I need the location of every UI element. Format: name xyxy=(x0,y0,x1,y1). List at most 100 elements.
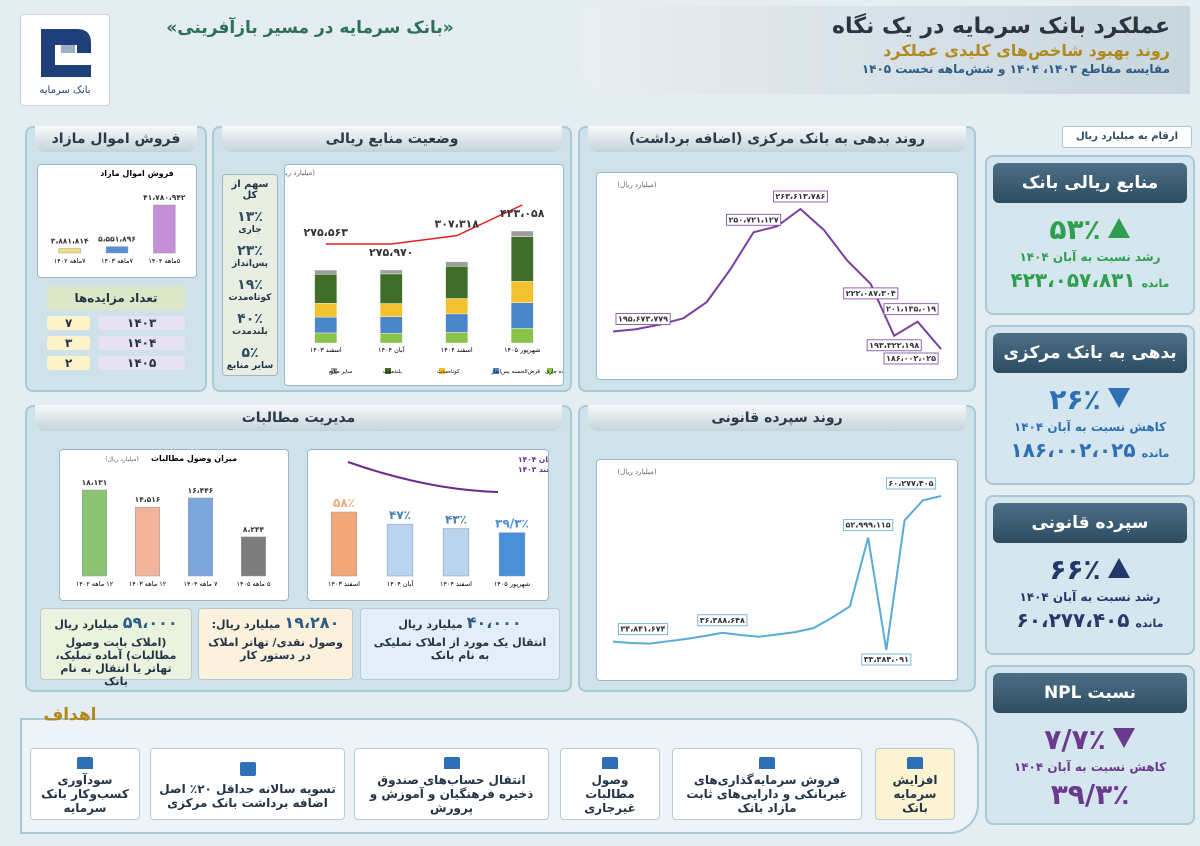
legend-swatch xyxy=(493,368,499,374)
legend-label: سایر منابع xyxy=(329,369,353,375)
label-box xyxy=(773,190,828,203)
info-amount-row: ۱۹،۲۸۰میلیارد ریال: xyxy=(205,613,346,632)
deposit-panel: روند سپرده قانونی (میلیارد ریال) ۳۴،۸۴۱،۶… xyxy=(578,405,976,692)
goal-text: افزایش سرمایه بانک xyxy=(892,773,938,815)
x-tick-label: ۵ماهه ۱۴۰۴ xyxy=(148,257,180,265)
panel-title: وضعیت منابع ریالی xyxy=(222,126,562,152)
kpi-change-row: ۲۶٪ xyxy=(987,383,1193,416)
chart-unit: (میلیارد ریال) xyxy=(105,456,139,463)
goal-icon-shape xyxy=(239,762,256,776)
share-name: کوتاه‌مدت xyxy=(228,293,272,303)
x-tick-label: شهریور ۱۴۰۵ xyxy=(504,346,540,354)
bar-segment xyxy=(445,298,469,315)
bar xyxy=(135,506,160,577)
chart-frame: (میلیارد ریال) ۱۹۵،۶۷۳،۷۷۹ ۲۵۰،۷۲۱،۱۲۷ ۲۶۳،… xyxy=(596,172,958,380)
x-tick-label: ۷ ماهه ۱۴۰۴ xyxy=(184,580,218,588)
label-box xyxy=(615,313,671,325)
logo-mark xyxy=(41,29,91,77)
goal-item: سودآوری کسب‌وکار بانک سرمایه xyxy=(30,748,140,820)
info-text: وصول نقدی/ تهاتر املاک در دستور کار xyxy=(208,636,343,662)
value-label: ۵۸٪ xyxy=(333,496,355,510)
goal-text: سودآوری کسب‌وکار بانک سرمایه xyxy=(41,773,129,815)
chart: (میلیارد ریال) ۱۹۵،۶۷۳،۷۷۹ ۲۵۰،۷۲۱،۱۲۷ ۲۶۳،… xyxy=(612,181,942,365)
x-tick-label: ۱۲ ماهه ۱۴۰۳ xyxy=(129,580,167,588)
bar xyxy=(498,532,526,577)
share-item: ۴۰٪ بلندمدت xyxy=(223,311,277,337)
label-box xyxy=(618,623,669,636)
info-amount: ۴۰،۰۰۰ xyxy=(466,613,522,632)
bar-segment xyxy=(314,303,338,318)
header-title: عملکرد بانک سرمایه در یک نگاه xyxy=(832,14,1170,39)
kpi-arrow-wrap xyxy=(1107,553,1131,586)
x-tick-label: شهریور ۱۴۰۵ xyxy=(494,580,530,588)
value-label: ۲۵۰،۷۲۱،۱۲۷ xyxy=(729,215,779,224)
goal-item: تسویه سالانه حداقل ۲۰٪ اصل اضافه برداشت … xyxy=(150,748,345,820)
table-cell: ۱۴۰۴ xyxy=(98,336,185,350)
legend-swatch xyxy=(439,368,445,374)
goal-text: وصول مطالبات غیرجاری xyxy=(584,773,636,815)
info-amount-row: ۵۹،۰۰۰میلیارد ریال xyxy=(47,613,185,632)
goal-icon-shape xyxy=(759,757,775,769)
line xyxy=(612,495,942,651)
value-label: ۴۷٪ xyxy=(389,508,411,522)
logo-text: بانک سرمایه xyxy=(39,85,91,96)
info-text: انتقال یک مورد از املاک تملیکی به نام با… xyxy=(373,636,547,662)
info-box: ۱۹،۲۸۰میلیارد ریال: وصول نقدی/ تهاتر املا… xyxy=(198,608,353,680)
kpi-arrow xyxy=(1107,388,1130,408)
header-subtitle: روند بهبود شاخص‌های کلیدی عملکرد xyxy=(883,41,1170,60)
value-label: ۳۴،۸۴۱،۶۷۴ xyxy=(620,625,665,634)
x-tick-label: اسفند ۱۴۰۳ xyxy=(310,346,342,354)
kpi-arrow-wrap xyxy=(1107,213,1131,246)
table-cell: ۲ xyxy=(47,356,91,370)
chart-frame: ۷/۷٪ کاهش نسبت به آبان ۱۴۰۴۱۸/۷٪ کاهش نس… xyxy=(307,449,645,601)
kpi-arrow xyxy=(1112,728,1135,748)
kpi-change-row: ۶۶٪ xyxy=(987,553,1193,586)
kpi-arrow xyxy=(1107,558,1130,578)
table-row: ۱۴۰۳ ۷ xyxy=(47,316,185,330)
bar xyxy=(442,528,470,577)
x-tick-label: ۷ماهه ۱۴۰۲ xyxy=(54,257,86,265)
kpi-balance: ۳۹/۳٪ xyxy=(1050,778,1130,811)
goal-icon xyxy=(443,757,460,769)
label-box xyxy=(886,477,937,490)
value-label: ۸،۲۴۴ xyxy=(243,525,265,534)
info-unit: میلیارد ریال: xyxy=(211,618,281,631)
label-box xyxy=(726,213,782,226)
chart: (میلیارد ریال) ۲۷۵،۵۶۳ اسفند ۱۴۰۳ ۲۷۵،۹۷۰ آب… xyxy=(276,169,574,375)
kpi-change-text: رشد نسبت به آبان ۱۴۰۴ xyxy=(1019,590,1161,604)
total-label: ۴۲۳،۰۵۸ xyxy=(500,207,545,220)
value-label: ۲۲۲،۰۸۷،۳۰۴ xyxy=(846,289,896,298)
bar-segment xyxy=(314,332,338,344)
table-row: ۱۴۰۴ ۳ xyxy=(47,336,185,350)
bar-segment xyxy=(510,230,534,237)
line xyxy=(612,207,942,350)
value-label: ۴۳٪ xyxy=(445,513,467,527)
chart: فروش اموال مازاد ۳،۸۸۱،۸۱۴ ۷ماهه ۱۴۰۲ ۵،۵۵۱… xyxy=(51,169,186,265)
bar xyxy=(105,246,129,254)
kpi-balance-label: مانده xyxy=(1141,447,1170,460)
share-value: ۱۹٪ xyxy=(237,277,263,293)
chart-frame: میزان وصول مطالبات (میلیارد ریال) ۱۸،۱۳۱ ۱۲… xyxy=(59,449,289,601)
x-tick-label: آبان ۱۴۰۴ xyxy=(378,345,406,354)
bar-segment xyxy=(379,273,403,304)
value-label: ۱۴،۵۱۶ xyxy=(135,495,161,504)
table-cell: ۳ xyxy=(47,336,91,350)
value-label: ۱۹۳،۳۲۲،۱۹۸ xyxy=(869,341,919,350)
goals-title: اهداف xyxy=(43,705,97,725)
goal-icon xyxy=(759,757,775,769)
info-text: (املاک بابت وصول مطالبات) آماده تملیک، ت… xyxy=(55,636,177,688)
shares-title: سهم از کل xyxy=(231,179,269,201)
chart-title: فروش اموال مازاد xyxy=(100,169,174,179)
kpi-title: سپرده قانونی xyxy=(993,503,1187,543)
kpi-change-text: رشد نسبت به آبان ۱۴۰۴ xyxy=(1019,250,1161,264)
goal-icon xyxy=(907,757,923,769)
label-box xyxy=(861,653,912,666)
legend-label: سپرده جاری xyxy=(545,369,563,375)
share-item: ۱۳٪ جاری xyxy=(223,209,277,235)
table-cell: ۷ xyxy=(47,316,91,330)
share-value: ۴۰٪ xyxy=(237,311,263,327)
share-item: ۱۹٪ کوتاه‌مدت xyxy=(223,277,277,303)
value-label: ۴۱،۷۸۰،۹۴۲ xyxy=(143,193,186,202)
header-box: عملکرد بانک سرمایه در یک نگاه روند بهبود… xyxy=(578,6,1190,94)
info-unit: میلیارد ریال xyxy=(54,618,119,631)
